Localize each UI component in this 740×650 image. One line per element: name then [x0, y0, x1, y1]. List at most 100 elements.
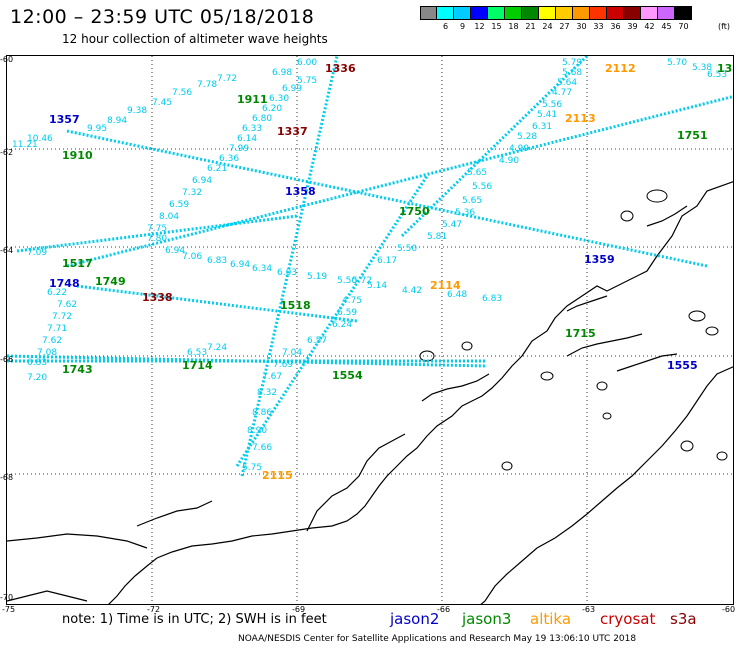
wave-height-value: 7.56: [172, 88, 192, 98]
scale-swatch: [505, 6, 522, 20]
pass-time-label: 1910: [62, 149, 93, 162]
scale-label: [420, 22, 437, 31]
wave-height-value: 6.03: [277, 268, 297, 278]
wave-height-value: 7.72: [217, 74, 237, 84]
wave-height-value: 6.34: [252, 264, 272, 274]
wave-height-value: 8.86: [252, 408, 272, 418]
wave-height-value: 5.75: [242, 463, 262, 473]
map-canvas: 6.006.985.756.996.306.206.806.336.147.99…: [7, 56, 734, 604]
wave-height-value: 6.94: [230, 260, 250, 270]
scale-label: 27: [559, 22, 570, 31]
wave-height-value: 7.99: [229, 144, 249, 154]
pass-time-label: 1359: [584, 253, 615, 266]
map-frame: 6.00 6.98 5.75 6.99 6.30 6.20 6.80 6.33 6.14 7.99…: [6, 55, 734, 605]
scale-swatch: [641, 6, 658, 20]
wave-height-labels: 6.006.985.756.996.306.206.806.336.147.99…: [12, 58, 727, 473]
wave-height-value: 6.21: [207, 164, 227, 174]
wave-height-value: 6.94: [192, 176, 212, 186]
wave-height-value: 6.83: [27, 358, 47, 368]
wave-height-value: 6.53: [187, 348, 207, 358]
wave-height-value: 5.81: [427, 232, 447, 242]
wave-height-value: 6.94: [165, 246, 185, 256]
coastline: [7, 181, 733, 604]
footnote: note: 1) Time is in UTC; 2) SWH is in fe…: [62, 612, 327, 627]
wave-height-value: 7.72: [52, 312, 72, 322]
wave-height-value: 4.90: [499, 156, 519, 166]
scale-swatch: [590, 6, 607, 20]
wave-height-value: 7.67: [262, 372, 282, 382]
wave-height-value: 6.98: [272, 68, 292, 78]
wave-height-value: 6.00: [297, 58, 317, 68]
pass-time-label: 1749: [95, 275, 126, 288]
pass-time-label: 2112: [605, 62, 636, 75]
wave-height-value: 9.95: [87, 124, 107, 134]
wave-height-value: 5.79: [562, 58, 582, 68]
scale-swatch: [539, 6, 556, 20]
wave-height-value: 8.32: [257, 388, 277, 398]
scale-swatch: [607, 6, 624, 20]
wave-height-value: 7.66: [252, 443, 272, 453]
pass-time-label: 1337: [277, 125, 308, 138]
wave-height-value: 6.57: [307, 336, 327, 346]
legend-entry-jason2: jason2: [390, 610, 440, 628]
wave-height-value: 7.08: [37, 348, 57, 358]
wave-height-value: 6.20: [262, 104, 282, 114]
pass-time-label: 1517: [62, 257, 93, 270]
legend-entry-cryosat: cryosat: [600, 610, 656, 628]
pass-time-label: 1358: [285, 185, 316, 198]
scale-label: 30: [576, 22, 587, 31]
scale-label: 12: [474, 22, 485, 31]
scale-label: 21: [525, 22, 536, 31]
latitude-label: -66: [0, 355, 14, 364]
wave-height-value: 5.47: [442, 220, 462, 230]
wave-height-value: 7.20: [27, 373, 47, 383]
latitude-label: -62: [0, 148, 14, 157]
color-scale-labels: 6 9 12 15 18 21 24 27 30 33 36 39 42 45 70: [420, 22, 692, 31]
scale-swatch: [675, 6, 692, 20]
scale-label: 33: [593, 22, 604, 31]
scale-label: 42: [644, 22, 655, 31]
islands: [419, 189, 728, 471]
scale-swatch: [522, 6, 539, 20]
scale-label: 9: [459, 22, 466, 31]
wave-height-value: 5.64: [557, 78, 577, 88]
longitude-label: -60: [722, 605, 736, 614]
wave-height-value: 5.56: [542, 100, 562, 110]
wave-height-value: 5.70: [667, 58, 687, 68]
scale-label: 15: [491, 22, 502, 31]
pass-time-label: 132: [717, 62, 734, 75]
wave-height-value: 5.14: [367, 281, 387, 291]
longitude-label: -72: [147, 605, 161, 614]
latitude-label: -64: [0, 246, 14, 255]
wave-height-value: 7.62: [42, 336, 62, 346]
scale-swatch: [471, 6, 488, 20]
scale-swatch: [420, 6, 437, 20]
wave-height-value: 4.99: [509, 144, 529, 154]
wave-height-value: 5.50: [337, 276, 357, 286]
wave-height-value: 5.50: [397, 244, 417, 254]
wave-height-value: 5.72: [352, 276, 372, 286]
wave-height-value: 6.53: [707, 70, 727, 80]
wave-height-value: 5.41: [537, 110, 557, 120]
wave-height-value: 6.14: [237, 134, 257, 144]
wave-height-value: 6.33: [242, 124, 262, 134]
scale-label: 18: [508, 22, 519, 31]
wave-height-value: 6.59: [337, 308, 357, 318]
legend-entry-altika: altika: [530, 610, 572, 628]
scale-label: 6: [442, 22, 449, 31]
wave-height-value: 7.45: [152, 98, 172, 108]
graticule: [7, 56, 733, 604]
scale-label: 24: [542, 22, 553, 31]
wave-height-value: 5.65: [462, 196, 482, 206]
scale-label: 45: [661, 22, 672, 31]
pass-time-label: 1715: [565, 327, 596, 340]
wave-height-value: 5.38: [692, 63, 712, 73]
wave-height-value: 5.36: [455, 208, 475, 218]
scale-label: 36: [610, 22, 621, 31]
longitude-label: -69: [292, 605, 306, 614]
scale-swatch: [437, 6, 454, 20]
wave-height-value: 7.09: [27, 248, 47, 258]
wave-height-value: 5.75: [297, 76, 317, 86]
scale-unit: (ft): [718, 22, 731, 31]
wave-height-value: 6.83: [482, 294, 502, 304]
